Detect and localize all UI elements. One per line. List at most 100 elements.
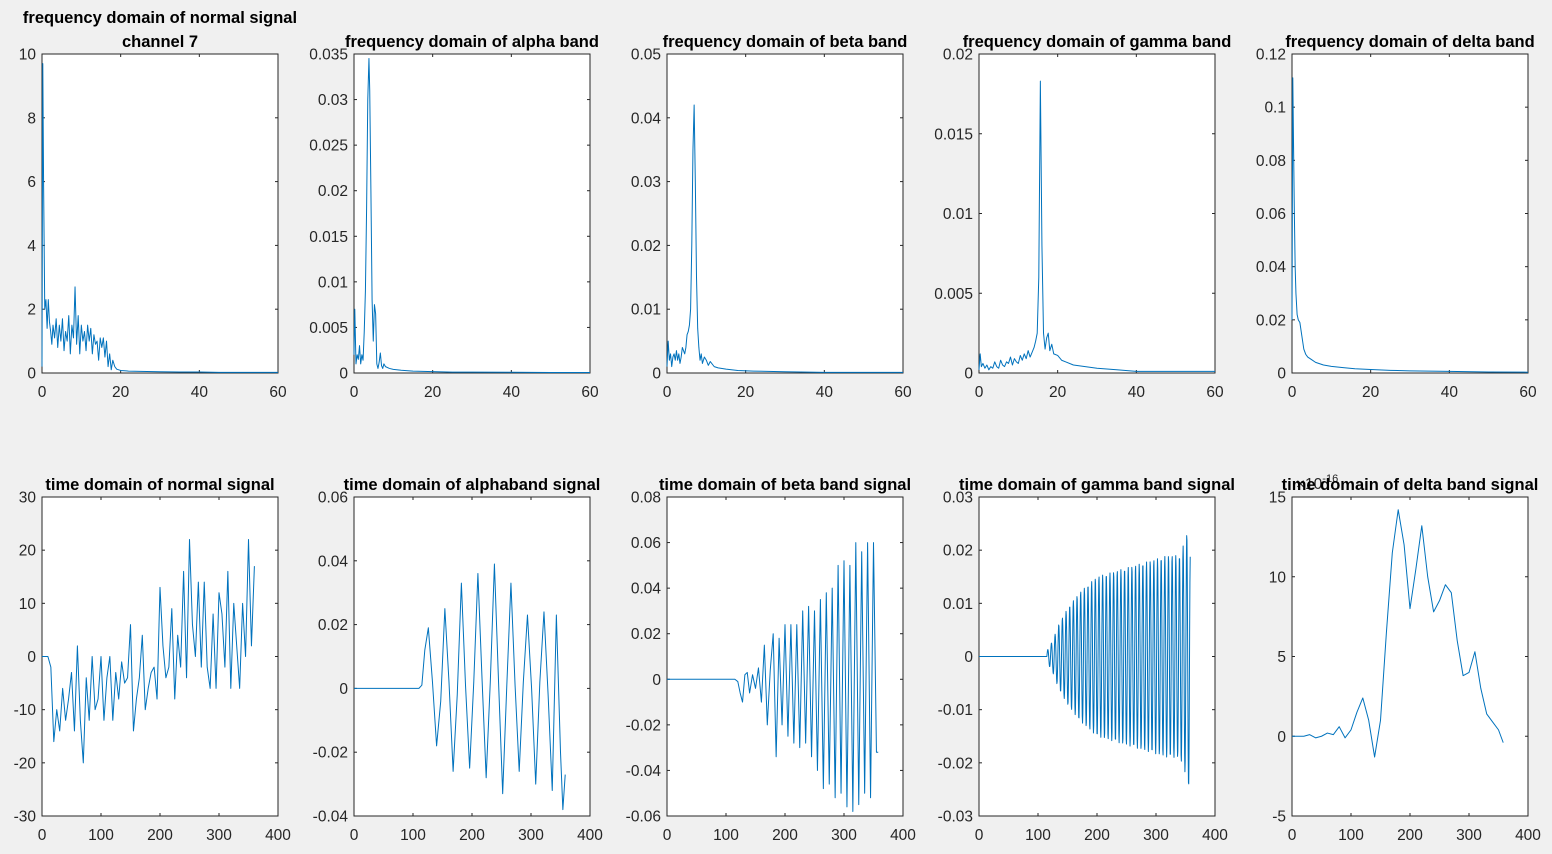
y-tick-label: -30 xyxy=(14,809,37,826)
x-tick-label: 0 xyxy=(1288,384,1297,401)
y-tick-label: 0.04 xyxy=(1256,259,1287,276)
y-tick-label: 0.04 xyxy=(631,581,662,598)
x-tick-label: 100 xyxy=(88,827,114,844)
y-tick-label: 10 xyxy=(1269,569,1287,586)
x-tick-label: 60 xyxy=(1206,384,1224,401)
y-tick-label: 0 xyxy=(652,366,661,383)
y-tick-label: 0 xyxy=(652,672,661,689)
x-tick-label: 40 xyxy=(191,384,209,401)
series-line xyxy=(353,58,591,374)
chart-title: frequency domain of delta band xyxy=(1285,33,1534,51)
x-tick-label: 0 xyxy=(975,384,984,401)
x-tick-label: 400 xyxy=(1515,827,1541,844)
x-tick-label: 60 xyxy=(1519,384,1537,401)
series-line xyxy=(354,563,566,811)
y-tick-label: -0.04 xyxy=(626,763,662,780)
y-tick-label: 0 xyxy=(27,366,36,383)
x-tick-label: 100 xyxy=(713,827,739,844)
series-line xyxy=(978,80,1215,372)
y-tick-label: -0.06 xyxy=(626,809,661,826)
y-tick-label: 0.02 xyxy=(943,543,973,560)
chart-title: time domain of beta band signal xyxy=(659,476,911,494)
y-tick-label: 0.02 xyxy=(318,183,348,200)
y-tick-label: 0.05 xyxy=(631,47,661,64)
y-tick-label: -0.01 xyxy=(938,702,973,719)
y-tick-label: 0.06 xyxy=(631,535,661,552)
x-tick-label: 20 xyxy=(112,384,130,401)
x-tick-label: 100 xyxy=(1025,827,1051,844)
y-tick-label: 0.01 xyxy=(631,302,661,319)
axes-box xyxy=(353,53,591,374)
y-tick-label: 2 xyxy=(27,302,36,319)
y-tick-label: 0.005 xyxy=(309,320,348,337)
y-tick-label: 0.03 xyxy=(943,490,973,507)
y-tick-label: 0.08 xyxy=(1256,153,1286,170)
chart-title: frequency domain of alpha band xyxy=(345,33,599,51)
subplot-6: 0 100 200 300 400 -30 -20 -10 0 10 20 30 time domain… xyxy=(14,476,292,844)
series-line xyxy=(667,542,879,812)
axes-box xyxy=(666,53,904,374)
y-tick-label: -5 xyxy=(1272,809,1286,826)
y-tick-label: 8 xyxy=(27,110,36,127)
x-tick-label: 200 xyxy=(1084,827,1110,844)
chart-title: frequency domain of gamma band xyxy=(963,33,1232,51)
x-tick-label: 0 xyxy=(1288,827,1297,844)
series-line xyxy=(1291,77,1529,373)
axes-box xyxy=(1291,496,1529,817)
chart-title: frequency domain of beta band xyxy=(663,33,908,51)
y-tick-label: 0.01 xyxy=(943,206,973,223)
y-tick-label: 0.1 xyxy=(1264,100,1286,117)
y-tick-label: -10 xyxy=(14,702,37,719)
axes-box xyxy=(666,496,904,817)
x-tick-label: 300 xyxy=(1456,827,1482,844)
y-tick-label: 10 xyxy=(19,47,37,64)
y-tick-label: 0 xyxy=(1277,366,1286,383)
y-tick-label: 0 xyxy=(27,649,36,666)
x-tick-label: 400 xyxy=(890,827,916,844)
subplot-1: 0 20 40 60 0 2 4 6 8 10 frequency domain of normal… xyxy=(19,9,297,401)
y-tick-label: 0.005 xyxy=(934,286,973,303)
x-tick-label: 100 xyxy=(1338,827,1364,844)
subplot-2: 0 20 40 60 0 0.005 0.01 0.015 0.02 0.025 0.03 0.035… xyxy=(309,33,599,401)
subplot-8: 0 100 200 300 400 -0.06 -0.04 -0.02 0 0.02 0.04 0.0… xyxy=(626,476,917,844)
x-tick-label: 20 xyxy=(1049,384,1067,401)
subplot-5: 0 20 40 60 0 0.02 0.04 0.06 0.08 0.1 0.12frequency… xyxy=(1256,33,1537,401)
axes-box xyxy=(41,496,279,817)
y-tick-label: 0.04 xyxy=(631,110,662,127)
y-tick-label: 10 xyxy=(19,596,37,613)
subplot-9: 0 100 200 300 400 -0.03 -0.02 -0.01 0 0.01 0.02 0.0… xyxy=(938,476,1235,844)
y-exponent-power: -16 xyxy=(1322,473,1338,485)
series-line xyxy=(666,104,903,373)
y-tick-label: 0.03 xyxy=(631,174,661,191)
y-tick-label: 0.01 xyxy=(943,596,973,613)
chart-title: channel 7 xyxy=(122,33,198,51)
x-tick-label: 60 xyxy=(894,384,912,401)
axes-box xyxy=(1291,53,1529,374)
x-tick-label: 20 xyxy=(737,384,755,401)
x-tick-label: 300 xyxy=(1143,827,1169,844)
x-tick-label: 300 xyxy=(206,827,232,844)
y-tick-label: 0.06 xyxy=(318,490,348,507)
y-tick-label: 0.02 xyxy=(631,626,661,643)
y-tick-label: -0.02 xyxy=(626,717,661,734)
series-line xyxy=(979,535,1191,785)
y-tick-label: 4 xyxy=(27,238,36,255)
y-tick-label: 0.035 xyxy=(309,47,348,64)
y-tick-label: 15 xyxy=(1269,490,1286,507)
x-tick-label: 20 xyxy=(424,384,442,401)
y-tick-label: 0 xyxy=(964,649,973,666)
y-tick-label: 20 xyxy=(19,543,37,560)
chart-title: time domain of alphaband signal xyxy=(344,476,601,494)
y-tick-label: 0.02 xyxy=(1256,312,1286,329)
series-line xyxy=(41,63,278,373)
x-tick-label: 400 xyxy=(265,827,291,844)
x-tick-label: 400 xyxy=(1202,827,1228,844)
y-tick-label: 0.03 xyxy=(318,92,348,109)
subplot-7: 0 100 200 300 400 -0.04 -0.02 0 0.02 0.04 0.06time… xyxy=(313,476,604,844)
x-tick-label: 300 xyxy=(518,827,544,844)
y-tick-label: 0 xyxy=(339,681,348,698)
y-tick-label: 0.02 xyxy=(318,617,348,634)
y-tick-label: 0.02 xyxy=(631,238,661,255)
